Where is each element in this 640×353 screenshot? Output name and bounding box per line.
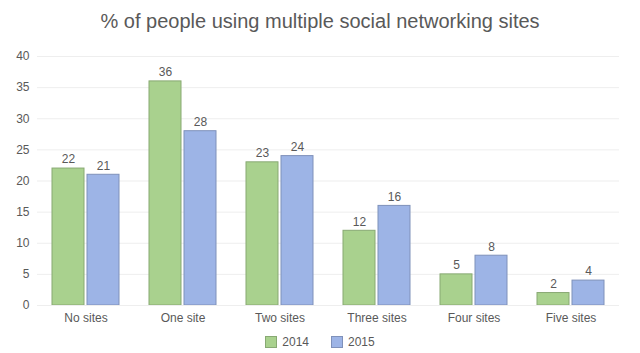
svg-text:30: 30 <box>16 112 30 126</box>
svg-text:5: 5 <box>453 258 460 272</box>
svg-text:21: 21 <box>97 159 111 173</box>
svg-text:12: 12 <box>353 215 367 229</box>
svg-text:23: 23 <box>256 146 270 160</box>
svg-text:15: 15 <box>16 205 30 219</box>
svg-text:Two sites: Two sites <box>255 311 305 325</box>
svg-text:2: 2 <box>550 277 557 291</box>
svg-text:0: 0 <box>23 298 30 312</box>
html-text:2014: 2014 <box>282 335 309 349</box>
svg-text:Four sites: Four sites <box>448 311 501 325</box>
svg-text:20: 20 <box>16 174 30 188</box>
svg-text:Five sites: Five sites <box>546 311 597 325</box>
svg-text:25: 25 <box>16 143 30 157</box>
svg-text:28: 28 <box>194 115 208 129</box>
svg-text:16: 16 <box>388 190 402 204</box>
svg-text:35: 35 <box>16 80 30 94</box>
svg-text:22: 22 <box>62 152 76 166</box>
svg-text:8: 8 <box>488 240 495 254</box>
svg-text:4: 4 <box>585 264 592 278</box>
svg-text:10: 10 <box>16 236 30 250</box>
html-text:2015: 2015 <box>348 335 375 349</box>
svg-text:36: 36 <box>159 65 173 79</box>
svg-text:No sites: No sites <box>64 311 107 325</box>
svg-text:Three sites: Three sites <box>347 311 406 325</box>
svg-text:One site: One site <box>161 311 206 325</box>
svg-text:5: 5 <box>23 267 30 281</box>
svg-text:40: 40 <box>16 49 30 63</box>
svg-text:24: 24 <box>291 140 305 154</box>
html-text:% of people using multiple soc: % of people using multiple social networ… <box>100 10 540 32</box>
